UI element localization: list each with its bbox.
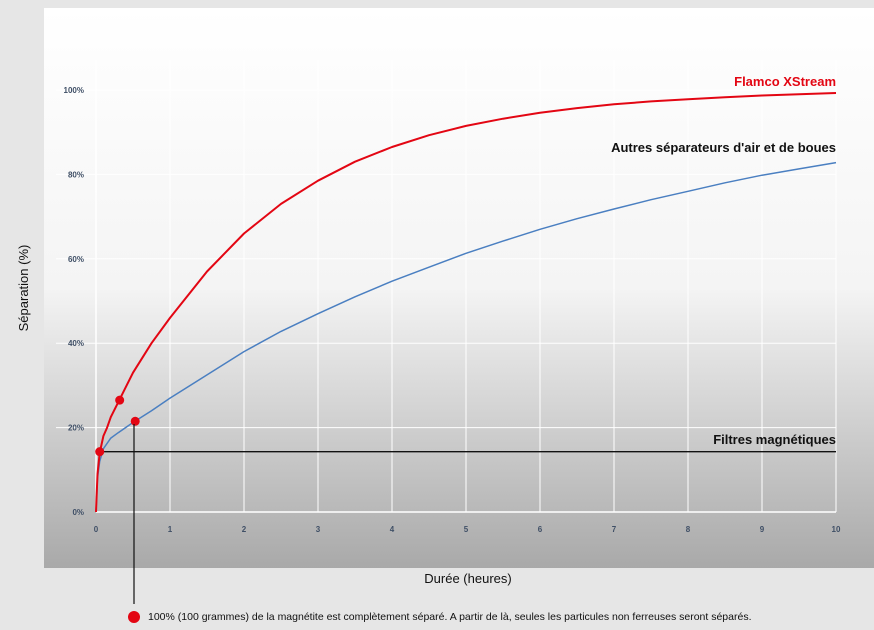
y-tick-labels: 0% 20% 40% 60% 80% 100% — [64, 86, 84, 517]
x-tick-label: 4 — [390, 525, 395, 534]
y-tick-label: 100% — [64, 86, 84, 95]
x-tick-label: 9 — [760, 525, 765, 534]
x-tick-label: 2 — [242, 525, 247, 534]
x-tick-label: 6 — [538, 525, 543, 534]
y-axis-title: Séparation (%) — [16, 245, 31, 332]
series-labels: Flamco XStream Autres séparateurs d'air e… — [611, 74, 836, 447]
x-tick-label: 1 — [168, 525, 173, 534]
data-marker — [115, 395, 125, 405]
y-tick-label: 60% — [68, 255, 84, 264]
y-tick-label: 0% — [72, 508, 84, 517]
x-tick-label: 0 — [94, 525, 99, 534]
series-label-flamco-xstream: Flamco XStream — [734, 74, 836, 89]
plot-area — [44, 8, 874, 568]
data-marker — [95, 447, 105, 457]
series-label-filtres-magnetiques: Filtres magnétiques — [713, 432, 836, 447]
y-tick-label: 80% — [68, 170, 84, 179]
series-line-autres-separateurs — [95, 161, 837, 513]
x-tick-label: 5 — [464, 525, 469, 534]
footnote-text: 100% (100 grammes) de la magnétite est c… — [148, 611, 751, 623]
x-tick-label: 8 — [686, 525, 691, 534]
series-label-autres-separateurs: Autres séparateurs d'air et de boues — [611, 140, 836, 155]
x-tick-label: 10 — [832, 525, 841, 534]
data-markers — [95, 395, 140, 457]
y-tick-label: 40% — [68, 339, 84, 348]
x-tick-label: 3 — [316, 525, 321, 534]
x-tick-label: 7 — [612, 525, 617, 534]
series-line-flamco-xstream — [95, 92, 837, 513]
x-tick-labels: 0 1 2 3 4 5 6 7 8 9 10 — [94, 525, 841, 534]
footnote-marker — [128, 611, 140, 623]
y-tick-label: 20% — [68, 424, 84, 433]
series-lines — [95, 92, 837, 513]
data-marker — [130, 416, 140, 426]
grid-lines — [56, 60, 837, 513]
x-axis-title: Durée (heures) — [424, 571, 511, 586]
